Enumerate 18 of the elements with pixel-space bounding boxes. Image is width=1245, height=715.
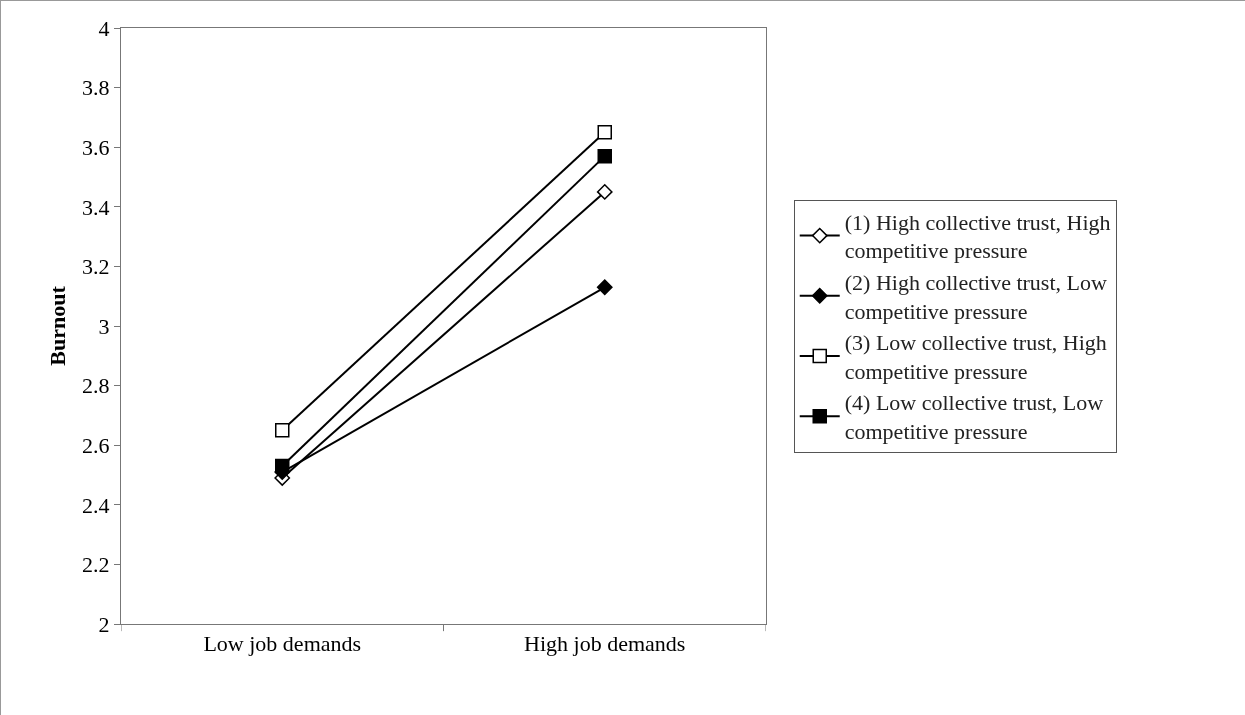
y-tick-label: 2.2 [82, 552, 110, 578]
y-tick-label: 3.2 [82, 254, 110, 280]
y-tick-label: 3.4 [82, 194, 110, 220]
y-tick-label: 2 [98, 611, 110, 637]
y-tick-label: 2.8 [82, 373, 110, 399]
y-tick-label: 3.6 [82, 134, 110, 160]
y-tick-label: 3 [98, 313, 110, 339]
legend-label: (4) Low collective trust, Low competitive pressure [844, 390, 1104, 445]
x-tick-label: High job demands [524, 631, 686, 657]
y-tick-label: 4 [98, 15, 110, 41]
y-tick-label: 3.8 [82, 75, 110, 101]
y-tick-label: 2.4 [82, 492, 110, 518]
y-tick-label: 2.6 [82, 432, 110, 458]
y-axis-title: Burnout [44, 285, 70, 366]
legend-label: (2) High collective trust, Low competitive pressure [844, 270, 1107, 324]
legend-label: (3) Low collective trust, High competitive pressure [844, 330, 1107, 384]
x-tick-label: Low job demands [203, 631, 362, 657]
legend-label: (1) High collective trust, High competitive pressure [844, 209, 1111, 264]
